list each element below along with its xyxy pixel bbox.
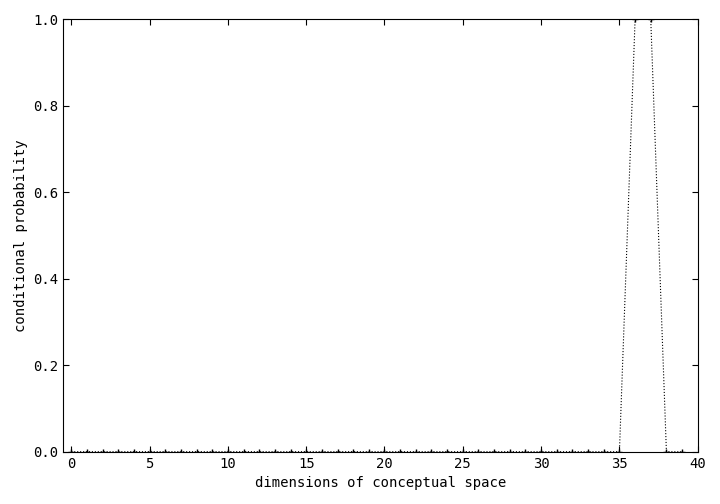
Y-axis label: conditional probability: conditional probability <box>14 139 28 332</box>
X-axis label: dimensions of conceptual space: dimensions of conceptual space <box>255 476 506 490</box>
